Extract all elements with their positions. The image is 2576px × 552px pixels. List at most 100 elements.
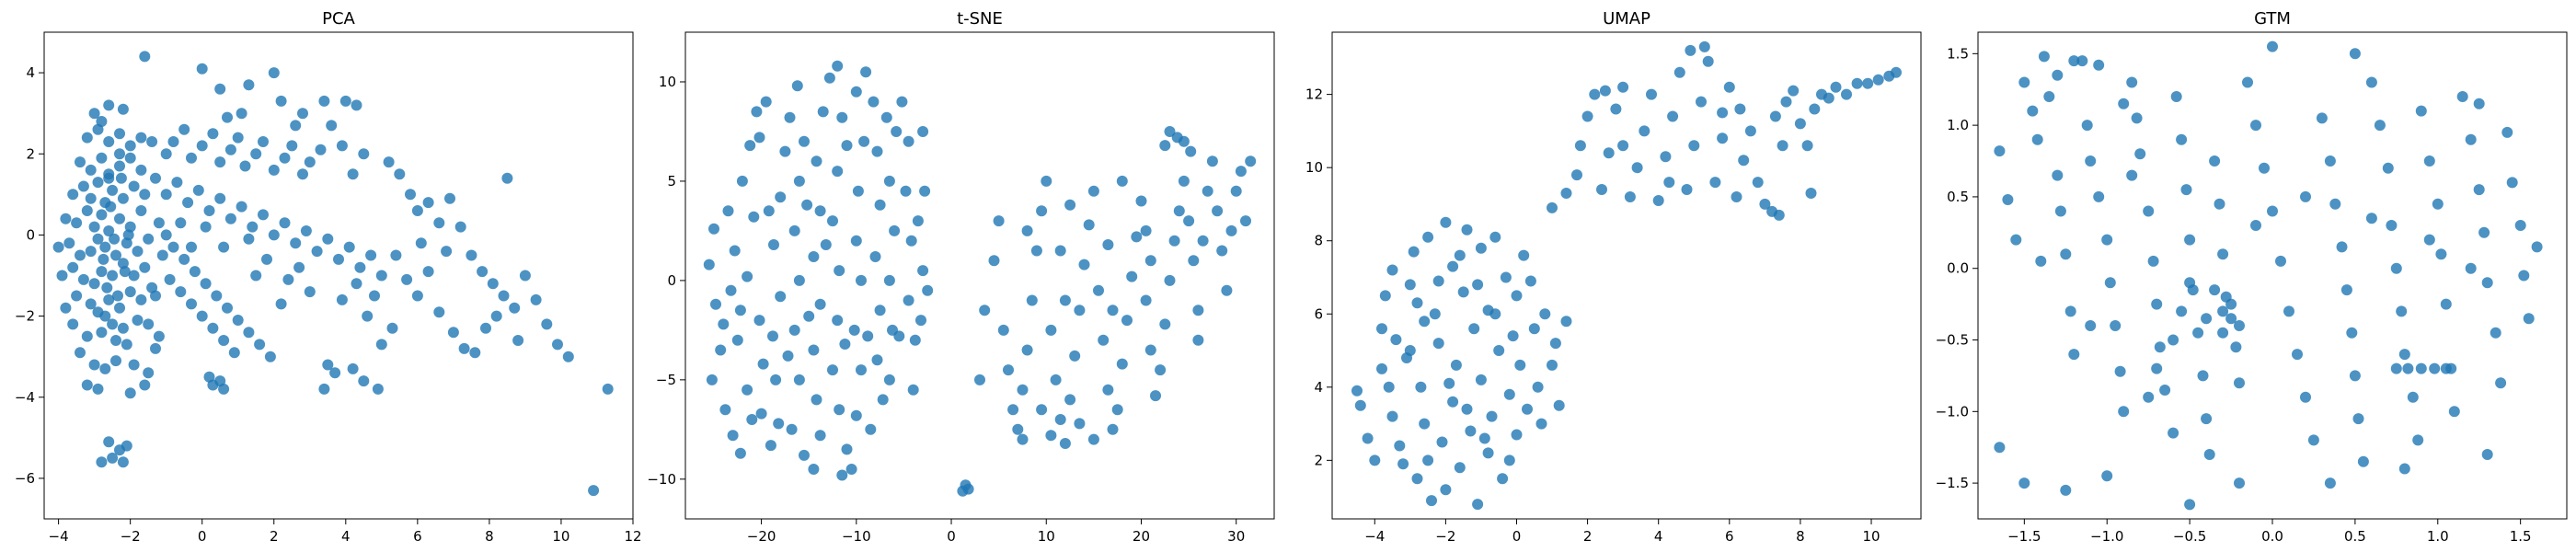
scatter-point [1872, 74, 1884, 86]
scatter-point [1168, 235, 1180, 247]
scatter-point [103, 99, 115, 111]
scatter-point [1351, 385, 1363, 397]
scatter-point [498, 290, 510, 302]
scatter-point [2151, 298, 2163, 310]
scatter-point [1475, 242, 1487, 254]
scatter-point [103, 225, 115, 236]
scatter-point [1447, 396, 1459, 408]
scatter-point [877, 394, 889, 406]
scatter-point [372, 383, 384, 395]
scatter-point [1489, 308, 1501, 320]
scatter-point [243, 79, 255, 91]
x-tick-label: 10 [1862, 528, 1880, 545]
scatter-point [107, 318, 119, 330]
scatter-point [128, 180, 140, 192]
y-tick-label: 4 [26, 64, 35, 81]
scatter-point [415, 237, 427, 249]
scatter-point [469, 347, 481, 359]
scatter-point [1050, 374, 1062, 385]
scatter-point [1652, 195, 1664, 206]
scatter-point [874, 199, 886, 211]
x-tick-label: 6 [1725, 528, 1734, 545]
scatter-point [1454, 462, 1466, 474]
scatter-point [1547, 201, 1558, 213]
scatter-point [1489, 231, 1501, 243]
scatter-point [1045, 430, 1057, 442]
scatter-point [1017, 384, 1029, 396]
scatter-point [139, 379, 151, 391]
scatter-point [1660, 151, 1672, 163]
scatter-point [2081, 120, 2093, 132]
scatter-point [1183, 215, 1195, 227]
scatter-point [2184, 234, 2196, 246]
scatter-point [1216, 245, 1228, 257]
scatter-point [2168, 427, 2179, 439]
scatter-point [290, 237, 302, 249]
x-tick-label: 0.5 [2344, 528, 2366, 545]
y-tick-label: −2 [15, 308, 35, 325]
scatter-point [1390, 334, 1402, 346]
y-tick-label: 0 [26, 226, 35, 243]
scatter-point [2407, 391, 2419, 403]
scatter-point [114, 302, 125, 314]
scatter-point [2052, 169, 2064, 181]
scatter-point [1685, 44, 1696, 56]
scatter-point [883, 175, 895, 187]
x-tick-label: −4 [49, 528, 69, 545]
scatter-point [1074, 418, 1086, 430]
scatter-point [110, 335, 121, 346]
y-tick-label: 10 [1305, 159, 1323, 176]
scatter-point [109, 233, 121, 245]
panel-umap: UMAP −4 −2 0 2 4 6 8 10 2 4 6 8 10 12 [1305, 9, 1922, 545]
scatter-point [708, 223, 719, 235]
scatter-point [1574, 140, 1586, 152]
scatter-point [279, 217, 291, 229]
scatter-point [1560, 316, 1572, 328]
scatter-point [883, 274, 895, 286]
scatter-point [1794, 118, 1806, 130]
scatter-point [2448, 406, 2460, 418]
scatter-point [836, 111, 848, 123]
panel-pca: PCA −4 −2 0 2 4 6 8 10 12 −6 −4 −2 0 2 4 [15, 9, 642, 545]
scatter-point [96, 327, 108, 339]
scatter-point [782, 350, 794, 362]
scatter-point [1411, 473, 1423, 485]
scatter-point [311, 246, 323, 258]
y-tick-label: 6 [1314, 305, 1323, 322]
scatter-point [909, 334, 921, 346]
scatter-point [2242, 76, 2253, 88]
scatter-point [883, 374, 895, 385]
axis-ticks: −20 −10 0 10 20 30 −10 −5 0 5 10 [647, 74, 1245, 545]
scatter-point [1098, 334, 1110, 346]
scatter-point [1426, 495, 1437, 507]
scatter-point [98, 253, 109, 265]
scatter-point [832, 166, 844, 178]
y-tick-label: −6 [15, 470, 35, 487]
scatter-point [2365, 213, 2377, 224]
scatter-points [1994, 40, 2543, 511]
scatter-point [1461, 224, 1473, 236]
scatter-point [81, 205, 93, 216]
scatter-point [1376, 323, 1387, 335]
scatter-point [383, 156, 395, 168]
scatter-point [1457, 286, 1469, 298]
scatter-point [1221, 284, 1233, 296]
scatter-point [1514, 359, 1526, 371]
scatter-point [67, 318, 79, 330]
scatter-point [1639, 125, 1650, 137]
scatter-point [1688, 140, 1700, 152]
scatter-point [2151, 362, 2163, 374]
scatter-point [1696, 96, 1707, 108]
scatter-point [1528, 323, 1540, 335]
scatter-point [1535, 418, 1547, 430]
scatter-point [2018, 477, 2030, 489]
scatter-point [2018, 76, 2030, 88]
scatter-point [1135, 195, 1147, 207]
scatter-point [1059, 294, 1071, 306]
scatter-point [178, 123, 190, 135]
scatter-point [96, 456, 108, 468]
scatter-point [788, 324, 800, 336]
scatter-point [275, 298, 287, 310]
scatter-point [480, 322, 491, 334]
scatter-point [1093, 284, 1104, 296]
